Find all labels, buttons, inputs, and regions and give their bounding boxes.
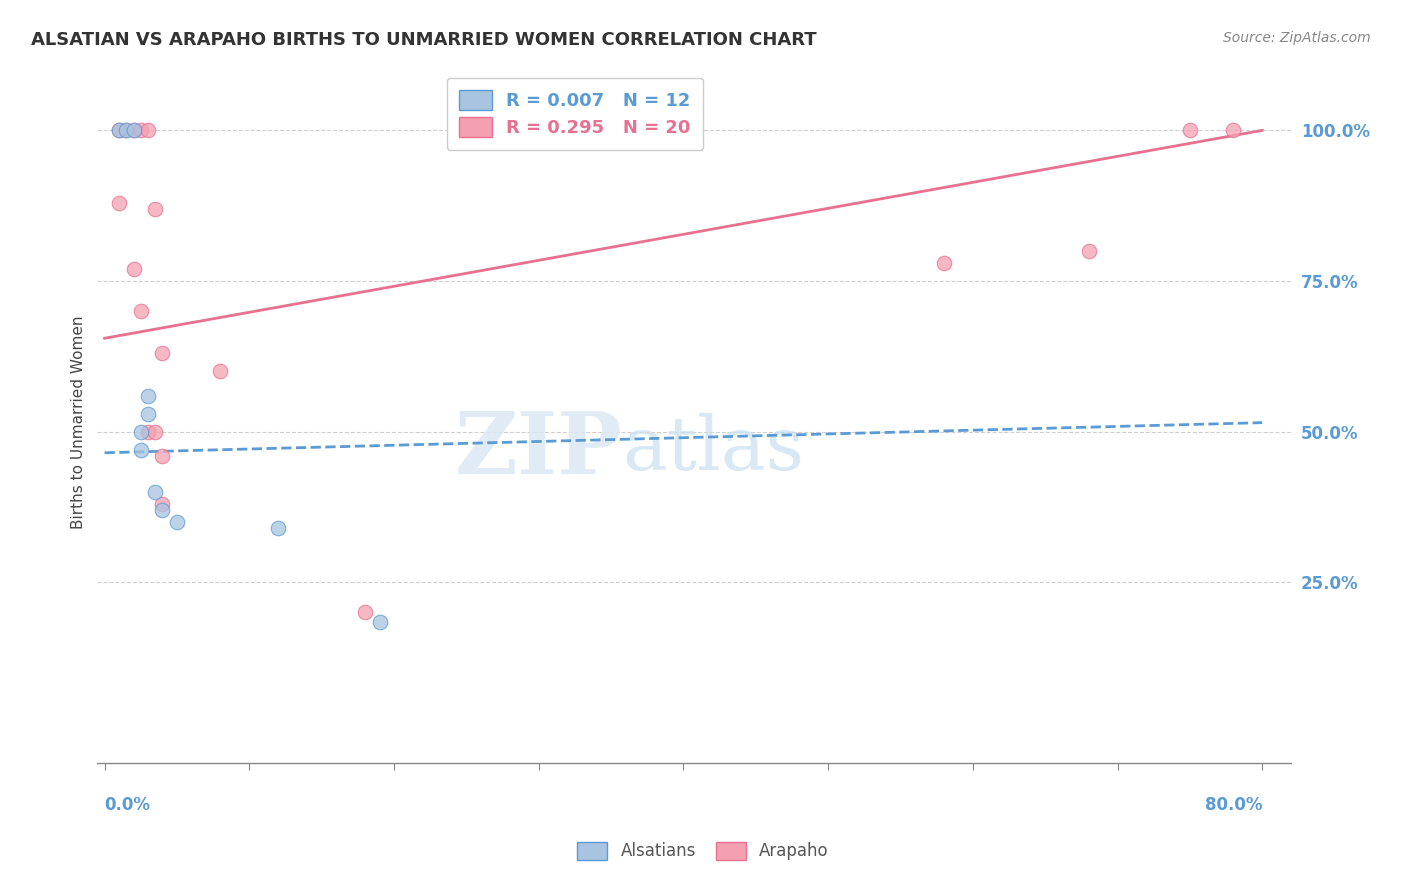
- Point: [143, 425, 166, 439]
- Point: [122, 262, 145, 277]
- Point: [152, 497, 174, 511]
- Point: [108, 195, 131, 210]
- Point: [152, 503, 174, 517]
- Point: [152, 449, 174, 463]
- Text: 80.0%: 80.0%: [1205, 797, 1263, 814]
- Point: [932, 256, 955, 270]
- Y-axis label: Births to Unmarried Women: Births to Unmarried Women: [72, 316, 86, 529]
- Text: ALSATIAN VS ARAPAHO BIRTHS TO UNMARRIED WOMEN CORRELATION CHART: ALSATIAN VS ARAPAHO BIRTHS TO UNMARRIED …: [31, 31, 817, 49]
- Legend: R = 0.007   N = 12, R = 0.295   N = 20: R = 0.007 N = 12, R = 0.295 N = 20: [447, 78, 703, 150]
- Text: Source: ZipAtlas.com: Source: ZipAtlas.com: [1223, 31, 1371, 45]
- Point: [166, 515, 188, 529]
- Point: [209, 364, 232, 378]
- Point: [136, 425, 159, 439]
- Point: [136, 407, 159, 421]
- Point: [115, 123, 138, 137]
- Point: [136, 123, 159, 137]
- Point: [1178, 123, 1201, 137]
- Point: [108, 123, 131, 137]
- Point: [129, 304, 152, 318]
- Text: 0.0%: 0.0%: [104, 797, 150, 814]
- Legend: Alsatians, Arapaho: Alsatians, Arapaho: [567, 831, 839, 871]
- Point: [1222, 123, 1244, 137]
- Point: [354, 606, 377, 620]
- Point: [143, 202, 166, 216]
- Point: [129, 442, 152, 457]
- Point: [122, 123, 145, 137]
- Point: [115, 123, 138, 137]
- Point: [129, 425, 152, 439]
- Point: [129, 123, 152, 137]
- Point: [136, 388, 159, 402]
- Point: [122, 123, 145, 137]
- Point: [1077, 244, 1099, 258]
- Point: [368, 615, 391, 629]
- Point: [152, 346, 174, 360]
- Text: ZIP: ZIP: [456, 408, 623, 491]
- Point: [267, 521, 290, 535]
- Point: [143, 485, 166, 500]
- Text: atlas: atlas: [623, 413, 804, 486]
- Point: [108, 123, 131, 137]
